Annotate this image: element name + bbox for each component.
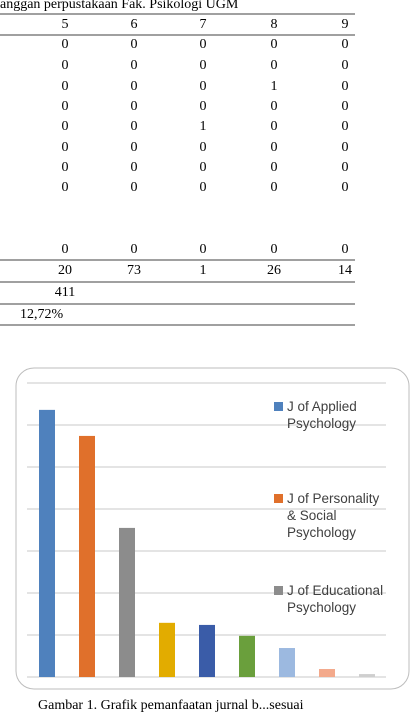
table-cell: 0 <box>131 37 138 52</box>
table-cell: 0 <box>131 119 138 134</box>
table-cell: 0 <box>200 180 207 195</box>
table-cell: 0 <box>131 180 138 195</box>
table-cell: 0 <box>342 58 349 73</box>
table-header-cell: 9 <box>342 17 349 32</box>
table-cell: 0 <box>62 180 69 195</box>
table-header-cell: 6 <box>131 17 138 32</box>
table-cell: 0 <box>271 58 278 73</box>
bar <box>199 624 215 677</box>
table-cell: 0 <box>342 140 349 155</box>
table-cell: 0 <box>271 140 278 155</box>
table-cell: 0 <box>342 160 349 175</box>
table-cell: 1 <box>200 119 207 134</box>
table-cell: 0 <box>62 242 69 257</box>
table-cell: 0 <box>62 37 69 52</box>
chart-frame <box>15 367 410 690</box>
table-cell: 0 <box>342 99 349 114</box>
bar <box>359 674 375 677</box>
table-cell: 0 <box>62 140 69 155</box>
legend-label: J of Educational Psychology <box>287 583 384 615</box>
legend-swatch <box>274 402 283 411</box>
table-cell: 0 <box>131 242 138 257</box>
legend-label: J of Personality & Social Psychology <box>287 491 380 540</box>
figure-caption: Gambar 1. Grafik pemanfaatan jurnal b...… <box>38 698 304 712</box>
table-cell: 0 <box>271 99 278 114</box>
legend-swatch <box>274 494 283 503</box>
bar <box>319 669 335 677</box>
table-cell: 0 <box>271 242 278 257</box>
bar <box>39 409 55 677</box>
table-header-cell: 7 <box>200 17 207 32</box>
legend-item: J of Applied Psychology <box>274 398 386 432</box>
table-header-cell: 5 <box>62 17 69 32</box>
bar <box>279 648 295 677</box>
table-header-cell: 8 <box>271 17 278 32</box>
table-caption: anggan perpustakaan Fak. Psikologi UGM <box>0 0 239 12</box>
table-percentage: 12,72% <box>20 307 64 322</box>
bar <box>239 635 255 677</box>
table-grand-total: 411 <box>55 285 75 300</box>
table-cell: 0 <box>131 79 138 94</box>
table-total-cell: 20 <box>58 263 72 278</box>
table-cell: 0 <box>200 58 207 73</box>
table-total-cell: 26 <box>267 263 281 278</box>
table-cell: 0 <box>271 37 278 52</box>
table-cell: 1 <box>271 79 278 94</box>
legend-item: J of Personality & Social Psychology <box>274 490 386 541</box>
table-cell: 0 <box>200 79 207 94</box>
table-cell: 0 <box>342 242 349 257</box>
table-cell: 0 <box>342 79 349 94</box>
table-cell: 0 <box>271 180 278 195</box>
bar <box>119 527 135 677</box>
table-total-cell: 73 <box>127 263 141 278</box>
table-cell: 0 <box>62 79 69 94</box>
table-cell: 0 <box>200 242 207 257</box>
table-cell: 0 <box>342 37 349 52</box>
table-cell: 0 <box>62 99 69 114</box>
bar <box>159 622 175 677</box>
table-cell: 0 <box>62 160 69 175</box>
table-cell: 0 <box>342 119 349 134</box>
legend-item: J of Educational Psychology <box>274 582 386 616</box>
table-cell: 0 <box>342 180 349 195</box>
table-cell: 0 <box>131 58 138 73</box>
table-cell: 0 <box>200 160 207 175</box>
table-cell: 0 <box>271 119 278 134</box>
legend-swatch <box>274 586 283 595</box>
table-total-cell: 1 <box>200 263 207 278</box>
table-cell: 0 <box>200 37 207 52</box>
table-cell: 0 <box>200 99 207 114</box>
table-cell: 0 <box>271 160 278 175</box>
table-total-cell: 14 <box>338 263 352 278</box>
table-cell: 0 <box>62 58 69 73</box>
table-cell: 0 <box>131 99 138 114</box>
table-cell: 0 <box>62 119 69 134</box>
table-cell: 0 <box>200 140 207 155</box>
table-cell: 0 <box>131 140 138 155</box>
legend-label: J of Applied Psychology <box>287 399 357 431</box>
bar <box>79 435 95 677</box>
table-cell: 0 <box>131 160 138 175</box>
